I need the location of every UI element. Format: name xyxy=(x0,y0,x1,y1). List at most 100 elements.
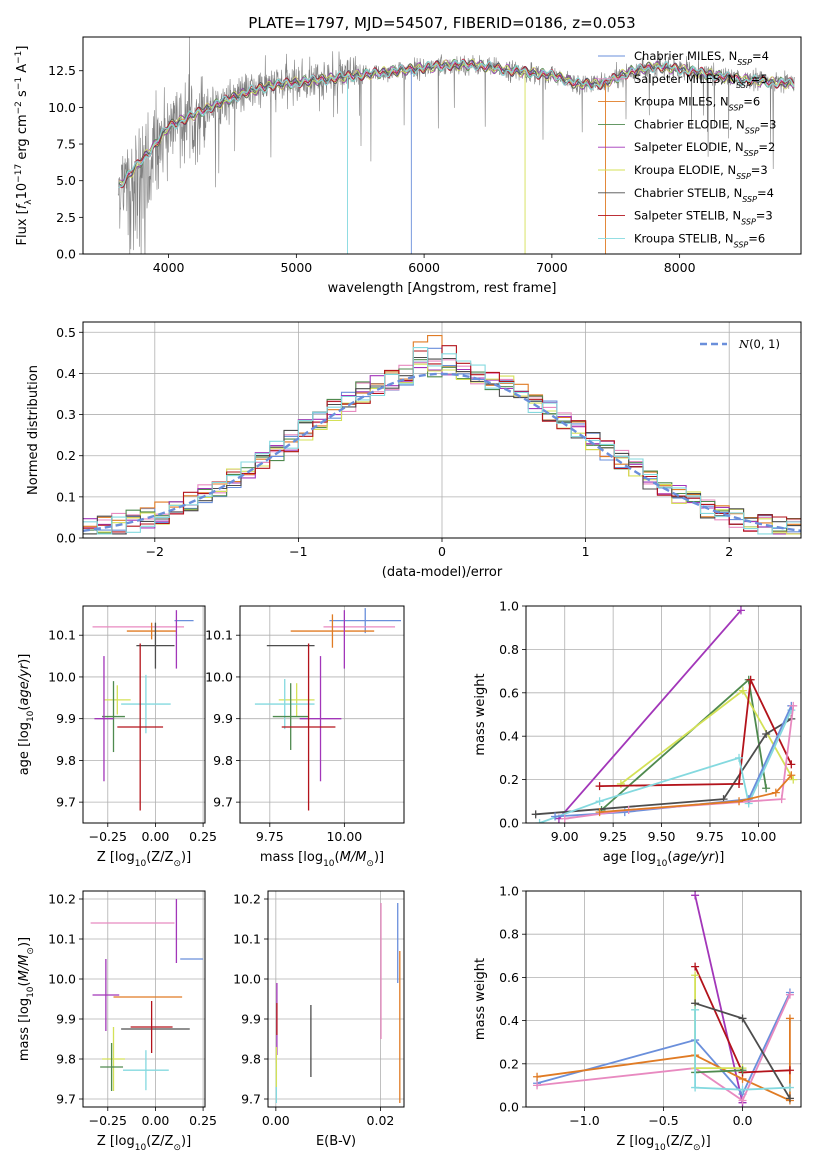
plot-frame xyxy=(267,890,405,1108)
y-axis-label: Flux [fλ10−17 erg cm−2 s−1 A−1] xyxy=(14,46,34,246)
legend-label: Kroupa STELIB, NSSP=6 xyxy=(634,231,765,249)
y-tick-label: 9.9 xyxy=(56,711,76,726)
label-part: ⊙ xyxy=(693,1143,701,1153)
x-axis-label: mass [log10(M/M⊙)] xyxy=(260,850,384,869)
weight-line xyxy=(599,774,792,813)
x-tick-label: 9.50 xyxy=(648,829,676,844)
y-tick-label: 7.5 xyxy=(56,137,76,152)
x-tick-label: 2 xyxy=(725,544,733,559)
data-point xyxy=(290,614,375,648)
label-part: =3 xyxy=(760,117,777,131)
data-point xyxy=(121,674,171,734)
panel-title: PLATE=1797, MJD=54507, FIBERID=0186, z=0… xyxy=(248,14,635,32)
legend-label: Salpeter MILES, NSSP=5 xyxy=(634,72,768,90)
label-part: mass [log xyxy=(260,850,323,865)
model-spectrum-line xyxy=(118,59,795,189)
label-part: −1 xyxy=(14,51,24,64)
data-point xyxy=(103,685,131,715)
label-part: SSP xyxy=(741,217,756,226)
label-part: ⊙ xyxy=(173,859,181,869)
label-part: SSP xyxy=(744,149,759,158)
weight-marker xyxy=(691,1005,700,1014)
x-tick-label: 9.75 xyxy=(696,829,724,844)
data-point xyxy=(102,1027,125,1091)
label-part: Kroupa ELODIE, N xyxy=(634,163,736,177)
label-part: Salpeter MILES, N xyxy=(634,72,736,86)
x-tick-label: 6000 xyxy=(408,260,440,275)
normal-reference-curve xyxy=(83,372,801,532)
y-tick-label: 10.0 xyxy=(48,669,76,684)
weight-area xyxy=(531,606,798,823)
x-tick-label: 0.00 xyxy=(142,829,170,844)
weight-marker xyxy=(691,891,700,900)
label-part: f xyxy=(15,202,30,209)
data-point xyxy=(117,643,164,811)
label-part: SSP xyxy=(737,58,752,67)
model-spectrum-line xyxy=(118,59,795,187)
weight-marker xyxy=(735,753,744,762)
label-part: SSP xyxy=(736,80,751,89)
histogram-area xyxy=(83,335,801,535)
y-tick-label: 2.5 xyxy=(56,210,76,225)
label-part: (Z/Z xyxy=(146,1134,173,1149)
weight-line xyxy=(695,1069,743,1074)
y-tick-label: 10.0 xyxy=(233,972,261,987)
label-part: SSP xyxy=(742,194,757,203)
weight-marker xyxy=(595,782,604,791)
y-tick-label: 10.1 xyxy=(205,628,233,643)
x-tick-label: 4000 xyxy=(153,260,185,275)
y-tick-label: 0.0 xyxy=(499,1100,519,1115)
histogram-series xyxy=(83,363,801,535)
y-tick-label: 1.0 xyxy=(499,599,519,614)
x-axis-label: Z [log10(Z/Z⊙)] xyxy=(616,1134,710,1153)
y-tick-label: 0.3 xyxy=(56,407,76,422)
legend: N(0, 1) xyxy=(700,337,780,351)
label-part: 10 xyxy=(654,1143,666,1153)
label-part: )] xyxy=(181,850,191,865)
plot-frame xyxy=(82,605,206,824)
y-axis-label: mass [log10(M/M⊙)] xyxy=(17,937,36,1061)
weight-marker xyxy=(785,990,794,999)
label-part: Salpeter STELIB, N xyxy=(634,209,741,223)
x-axis-label: Z [log10(Z/Z⊙)] xyxy=(97,1134,191,1153)
label-part: 10 xyxy=(15,183,30,200)
label-part: SSP xyxy=(734,240,749,249)
y-tick-label: 10.2 xyxy=(233,892,261,907)
y-tick-label: 0.4 xyxy=(499,729,519,744)
x-tick-label: −0.25 xyxy=(89,829,127,844)
plot-frame xyxy=(525,890,802,1108)
label-part: ( xyxy=(17,981,32,986)
label-part: )] xyxy=(374,850,384,865)
weight-series xyxy=(691,999,794,1103)
label-part: 10 xyxy=(656,859,668,869)
data-point xyxy=(254,679,315,730)
label-part: ⊙ xyxy=(173,1143,181,1153)
weight-series xyxy=(535,706,796,823)
label-part: 10 xyxy=(26,710,36,722)
weight-marker xyxy=(777,795,786,804)
data-point xyxy=(102,681,125,753)
data-point xyxy=(123,1050,169,1091)
x-tick-label: 9.75 xyxy=(256,829,284,844)
label-part: M/M xyxy=(340,850,367,865)
label-part: =6 xyxy=(748,231,765,245)
label-part: (Z/Z xyxy=(146,850,173,865)
x-tick-label: 8000 xyxy=(664,260,696,275)
weight-marker xyxy=(738,1066,747,1075)
y-tick-label: 10.1 xyxy=(48,932,76,947)
panel-5: 9.00 9.25 9.50 9.75 10.00 0.0 0.2 0.4 0.6 0.8 1.0 a… xyxy=(473,599,802,869)
label-part: SSP xyxy=(729,103,744,112)
label-part: Kroupa MILES, N xyxy=(634,95,729,109)
x-tick-label: 0.00 xyxy=(262,1113,290,1128)
weight-marker xyxy=(762,784,771,793)
label-part: Salpeter ELODIE, N xyxy=(634,140,744,154)
weight-marker xyxy=(738,1085,747,1094)
y-tick-label: 0.2 xyxy=(499,772,519,787)
weight-marker xyxy=(771,788,780,797)
label-part: 10 xyxy=(135,859,147,869)
weight-series xyxy=(554,606,745,823)
weight-marker xyxy=(560,814,569,823)
weight-marker xyxy=(691,1083,700,1092)
y-axis-label: Normed distribution xyxy=(26,365,41,495)
weight-line xyxy=(599,676,793,787)
